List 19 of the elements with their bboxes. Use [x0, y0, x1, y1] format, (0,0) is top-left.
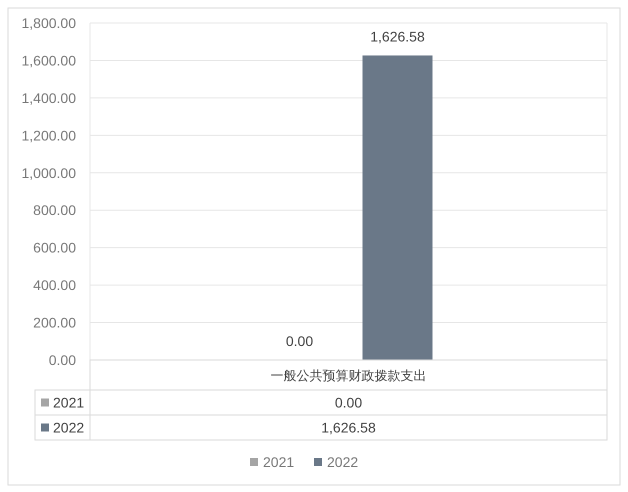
text: 1,626.58: [321, 420, 376, 436]
y-tick-label: 1,000.00: [22, 164, 76, 181]
y-tick-label: 0.00: [48, 352, 76, 368]
y-tick-label: 1,400.00: [22, 90, 76, 106]
legend-label: 2021: [263, 454, 294, 470]
text: 2022: [53, 420, 84, 436]
y-tick-label: 1,600.00: [22, 52, 76, 68]
text: 0.00: [334, 394, 362, 410]
text: 2021: [53, 394, 84, 410]
x-tick-label: 一般公共预算财政拨款支出: [270, 368, 426, 383]
y-tick-label: 800.00: [33, 202, 76, 218]
y-tick-label: 400.00: [33, 277, 76, 294]
y-tick-label: 600.00: [33, 240, 76, 256]
data-label: 1,626.58: [370, 28, 425, 44]
y-tick-label: 1,800.00: [22, 15, 76, 31]
data-label: 0.00: [286, 333, 314, 349]
y-tick-label: 200.00: [33, 314, 76, 331]
y-tick-label: 1,200.00: [22, 127, 76, 144]
legend-label: 2022: [327, 454, 358, 470]
